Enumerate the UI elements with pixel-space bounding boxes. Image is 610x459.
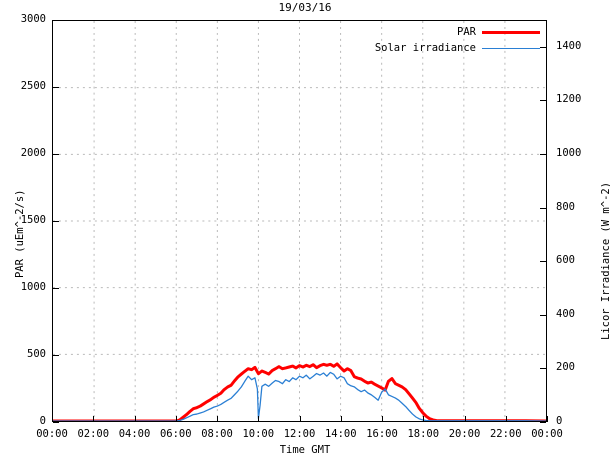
y-tick-label-right: 1400 (556, 39, 582, 52)
x-tick-mark (464, 416, 466, 422)
x-tick-label: 06:00 (159, 428, 192, 440)
legend-swatch-solar (482, 47, 540, 49)
y-tick-mark-right (540, 368, 546, 370)
y-tick-mark-right (540, 207, 546, 209)
x-tick-mark (134, 416, 136, 422)
legend-item-par: PAR (330, 24, 540, 40)
y-tick-mark-right (540, 46, 546, 48)
x-tick-mark (93, 416, 95, 422)
x-tick-label: 00:00 (36, 428, 68, 440)
y-axis-left-title: PAR (uEm^-2/s) (14, 189, 26, 278)
x-tick-label: 02:00 (77, 428, 110, 440)
y-tick-mark-right (540, 422, 546, 423)
legend-label-par: PAR (457, 26, 476, 38)
x-tick-label: 20:00 (448, 428, 481, 440)
y-tick-label-left: 500 (27, 348, 46, 360)
x-tick-mark (258, 416, 260, 422)
y-tick-mark-left (53, 20, 59, 21)
y-tick-label-right: 600 (556, 254, 575, 267)
y-tick-label-left: 0 (39, 415, 46, 427)
x-tick-label: 00:00 (531, 428, 563, 440)
y-tick-mark-left (53, 221, 59, 222)
y-tick-label-right: 1200 (556, 93, 582, 106)
legend-swatch-par (482, 30, 540, 34)
data-lines (53, 362, 546, 421)
y-tick-mark-right (540, 314, 546, 316)
x-tick-mark (340, 416, 342, 422)
x-tick-label: 10:00 (242, 428, 275, 440)
y-tick-label-right: 800 (556, 200, 575, 213)
gridlines (53, 21, 546, 421)
x-tick-mark (505, 416, 507, 422)
y-tick-mark-right (540, 261, 546, 263)
chart-title: 19/03/16 (278, 1, 332, 14)
x-tick-label: 16:00 (366, 428, 398, 440)
y-tick-mark-right (540, 100, 546, 102)
legend-label-solar: Solar irradiance (374, 42, 476, 54)
y-tick-label-left: 3000 (20, 13, 46, 25)
x-tick-mark (299, 416, 301, 422)
legend: PAR Solar irradiance (330, 24, 540, 56)
y-tick-label-left: 2500 (20, 80, 46, 92)
x-tick-mark (175, 416, 177, 422)
plot-area (52, 20, 547, 422)
series-line-par (53, 362, 546, 421)
x-tick-label: 04:00 (118, 428, 151, 440)
y-tick-label-right: 400 (556, 307, 575, 320)
x-tick-label: 08:00 (201, 428, 233, 440)
x-tick-mark (423, 416, 425, 422)
x-tick-mark (382, 416, 383, 422)
y-tick-label-left: 1500 (20, 214, 46, 226)
x-tick-label: 14:00 (324, 428, 357, 440)
y-tick-mark-right (540, 154, 546, 155)
y-tick-label-left: 2000 (20, 147, 46, 159)
y-tick-mark-left (53, 87, 59, 88)
x-tick-label: 12:00 (283, 428, 316, 440)
y-tick-label-left: 1000 (20, 281, 46, 293)
y-tick-mark-left (53, 422, 59, 423)
y-tick-mark-left (53, 154, 59, 155)
y-tick-mark-left (53, 288, 59, 289)
x-tick-label: 18:00 (407, 428, 440, 440)
y-tick-mark-left (53, 355, 59, 356)
series-line-solar-irradiance (53, 371, 546, 421)
x-tick-label: 22:00 (489, 428, 522, 440)
y-axis-right-title: Licor Irradiance (W m^-2) (600, 181, 610, 340)
y-tick-label-right: 0 (556, 415, 563, 427)
legend-item-solar: Solar irradiance (330, 40, 540, 56)
y-tick-label-right: 1000 (556, 147, 582, 159)
x-tick-mark (217, 416, 218, 422)
x-tick-mark (547, 416, 548, 422)
x-tick-mark (52, 416, 53, 422)
x-axis-title: Time GMT (279, 444, 331, 456)
y-tick-label-right: 200 (556, 361, 575, 374)
